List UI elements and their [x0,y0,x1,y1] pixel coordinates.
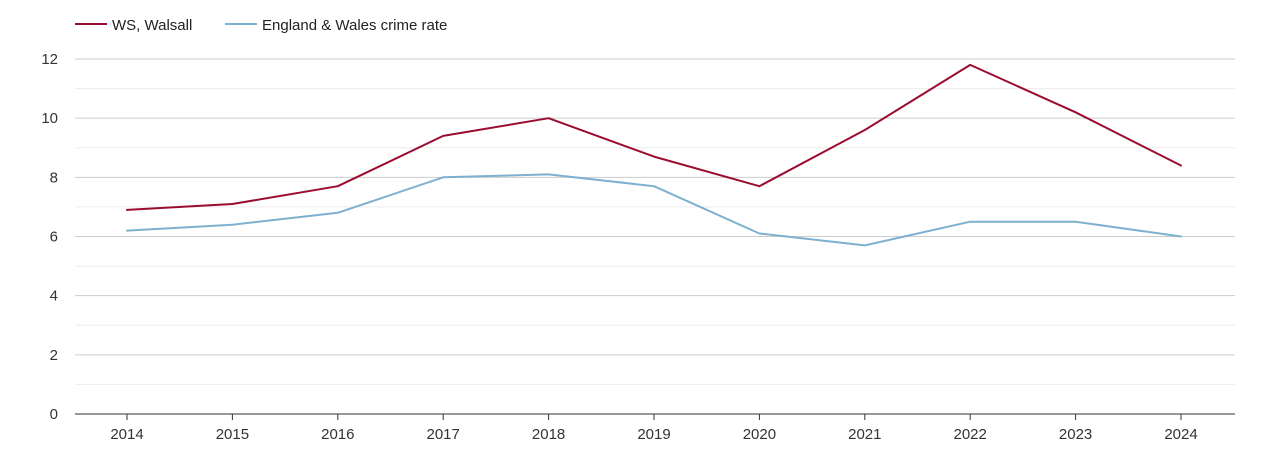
y-tick-label: 12 [41,51,58,68]
x-tick-label: 2018 [532,426,565,443]
legend: WS, Walsall England & Wales crime rate [75,17,447,34]
legend-label-ws-walsall: WS, Walsall [112,17,192,34]
x-axis: 2014 2015 2016 2017 2018 2019 2020 2021 2022 2023… [75,413,1235,443]
x-tick-label: 2017 [427,426,460,443]
y-tick-label: 8 [50,169,58,186]
x-tick-label: 2016 [321,426,354,443]
x-tick-label: 2022 [954,426,987,443]
series-group [126,63,1182,247]
x-tick-label: 2024 [1164,426,1197,443]
y-tick-label: 0 [50,406,58,423]
gridlines [75,58,1235,385]
y-tick-label: 4 [50,288,58,305]
y-tick-label: 6 [50,229,58,246]
x-tick-label: 2015 [216,426,249,443]
x-tick-label: 2020 [743,426,776,443]
x-tick-label: 2014 [110,426,143,443]
y-axis: 0 2 4 6 8 10 12 [41,51,58,423]
series-line-england-wales-crime-rate [126,173,1182,247]
series-line-ws-walsall [126,63,1182,211]
legend-label-england-wales-crime-rate: England & Wales crime rate [262,17,447,34]
x-tick-label: 2023 [1059,426,1092,443]
x-tick-label: 2021 [848,426,881,443]
y-tick-label: 10 [41,110,58,127]
x-tick-label: 2019 [637,426,670,443]
y-tick-label: 2 [50,347,58,364]
